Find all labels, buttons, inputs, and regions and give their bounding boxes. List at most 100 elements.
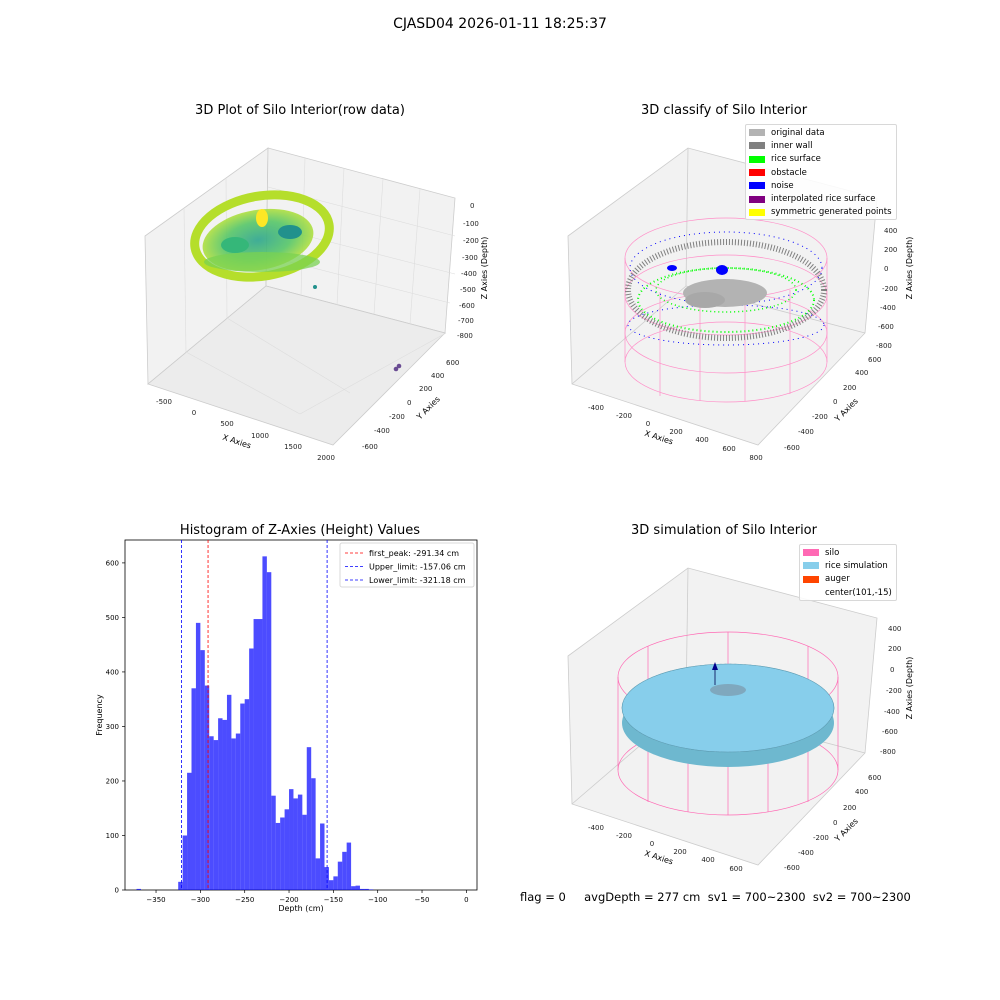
histogram-legend-items: first_peak: -291.34 cm Upper_limit: -157.… (345, 549, 466, 585)
classify-legend-swatch (749, 182, 765, 190)
simulation-legend-label: auger (825, 574, 850, 585)
histogram-bar (182, 835, 188, 890)
classify-y-ticks: 600 400 200 0 -200 -400 -600 (784, 356, 881, 452)
simulation-legend-item: center(101,-15) (803, 586, 892, 599)
classify-z-tick-0: 400 (884, 227, 897, 235)
classify-x-ticks: -400 -200 0 200 400 600 800 (588, 404, 763, 462)
classify-y-tick-3: 0 (833, 398, 837, 406)
histogram-bar (187, 772, 192, 890)
simulation-y-tick-4: -200 (813, 834, 829, 842)
histogram-x-ticks: −350 −300 −250 −200 −150 −100 −50 0 (146, 890, 469, 904)
histogram-y-tick-label: 500 (106, 614, 119, 622)
simulation-x-label: X Axies (643, 849, 674, 867)
simulation-z-label: Z Axies (Depth) (905, 657, 914, 720)
classify-x-tick-3: 200 (669, 428, 682, 436)
simulation-legend-swatch (803, 589, 819, 597)
histogram-x-tick-label: −50 (415, 896, 430, 904)
classify-rice-surface (637, 265, 815, 333)
classify-legend-items: original data inner wall rice surface obsta… (749, 126, 892, 219)
histogram-bar (257, 619, 263, 890)
classify-legend-swatch (749, 129, 765, 137)
classify-legend-label: rice surface (771, 154, 821, 165)
classify-x-tick-6: 800 (749, 454, 762, 462)
histogram-bar (231, 738, 236, 890)
simulation-x-tick-3: 200 (673, 848, 686, 856)
classify-legend-label: interpolated rice surface (771, 194, 876, 205)
raw-y-tick-5: -400 (374, 427, 390, 435)
classify-y-tick-2: 200 (843, 384, 856, 392)
histogram-bar (204, 685, 210, 890)
raw-y-tick-2: 200 (419, 385, 432, 393)
simulation-y-tick-6: -600 (784, 864, 800, 872)
classify-3d-plot: -400 -200 0 200 400 600 800 X Axies 600 … (567, 147, 914, 462)
histogram-bar (271, 795, 276, 890)
classify-legend-label: obstacle (771, 167, 807, 178)
histogram-x-tick-label: 0 (464, 896, 468, 904)
raw-z-tick-5: -500 (460, 286, 476, 294)
simulation-legend-item: auger (803, 573, 892, 586)
classify-x-tick-1: -200 (616, 412, 632, 420)
classify-legend-label: original data (771, 127, 825, 138)
histogram-legend-label: first_peak: -291.34 cm (369, 549, 459, 558)
raw-z-tick-1: -100 (463, 220, 479, 228)
classify-z-tick-6: -800 (876, 342, 892, 350)
raw-z-tick-7: -700 (458, 317, 474, 325)
raw-z-tick-6: -600 (459, 302, 475, 310)
raw-x-tick-3: 1000 (251, 432, 269, 440)
simulation-z-tick-1: 200 (888, 645, 901, 653)
classify-z-label: Z Axies (Depth) (905, 237, 914, 300)
simulation-3d-plot: -400 -200 0 200 400 600 X Axies 600 400 … (567, 567, 914, 873)
histogram-bar (200, 650, 205, 890)
simulation-legend-label: center(101,-15) (825, 587, 892, 598)
raw-x-tick-2: 500 (220, 420, 233, 428)
classify-z-tick-1: 200 (884, 246, 897, 254)
simulation-x-tick-4: 400 (701, 856, 714, 864)
simulation-x-ticks: -400 -200 0 200 400 600 (588, 824, 743, 873)
classify-y-tick-0: 600 (868, 356, 881, 364)
raw-x-tick-5: 2000 (317, 454, 335, 462)
histogram-chart: −350 −300 −250 −200 −150 −100 −50 0 0 100 200 300 4… (95, 539, 478, 913)
simulation-legend-swatch (803, 575, 819, 583)
classify-z-tick-5: -600 (878, 323, 894, 331)
histogram-bars (136, 556, 374, 890)
classify-legend-item: symmetric generated points (749, 206, 892, 219)
histogram-bar (213, 740, 219, 890)
classify-legend-item: noise (749, 179, 892, 192)
simulation-legend-swatch (803, 562, 819, 570)
simulation-z-tick-4: -400 (884, 708, 900, 716)
classify-legend-label: noise (771, 180, 794, 191)
raw-x-tick-1: 0 (192, 409, 196, 417)
simulation-legend-label: rice simulation (825, 560, 888, 571)
classify-legend-swatch (749, 169, 765, 177)
histogram-bar (289, 789, 294, 890)
histogram-bar (240, 703, 245, 890)
status-footer: flag = 0 avgDepth = 277 cm sv1 = 700~230… (520, 890, 911, 904)
histogram-bar (284, 809, 290, 890)
simulation-legend-item: silo (803, 546, 892, 559)
raw-plot-title: 3D Plot of Silo Interior(row data) (195, 103, 405, 118)
raw-z-label: Z Axies (Depth) (480, 237, 489, 300)
raw-z-tick-4: -400 (461, 270, 477, 278)
raw-y-tick-1: 400 (431, 372, 444, 380)
simulation-z-tick-2: 0 (890, 666, 894, 674)
simulation-legend-item: rice simulation (803, 559, 892, 572)
simulation-y-tick-0: 600 (868, 774, 881, 782)
classify-legend-swatch (749, 195, 765, 203)
raw-y-tick-0: 600 (446, 359, 459, 367)
histogram-bar (253, 619, 258, 890)
histogram-bar (311, 778, 316, 890)
classify-z-tick-3: -200 (882, 285, 898, 293)
simulation-rice-surface (621, 663, 835, 767)
simulation-z-tick-5: -600 (882, 728, 898, 736)
raw-z-tick-0: 0 (470, 202, 474, 210)
raw-x-tick-0: -500 (156, 398, 172, 406)
simulation-legend-label: silo (825, 547, 840, 558)
classify-y-tick-5: -400 (798, 428, 814, 436)
histogram-bar (306, 747, 312, 890)
raw-z-tick-2: -200 (463, 237, 479, 245)
classify-legend-item: inner wall (749, 139, 892, 152)
histogram-bar (333, 876, 338, 890)
histogram-bar (266, 572, 272, 890)
histogram-bar (226, 694, 232, 890)
histogram-bar (315, 858, 321, 890)
